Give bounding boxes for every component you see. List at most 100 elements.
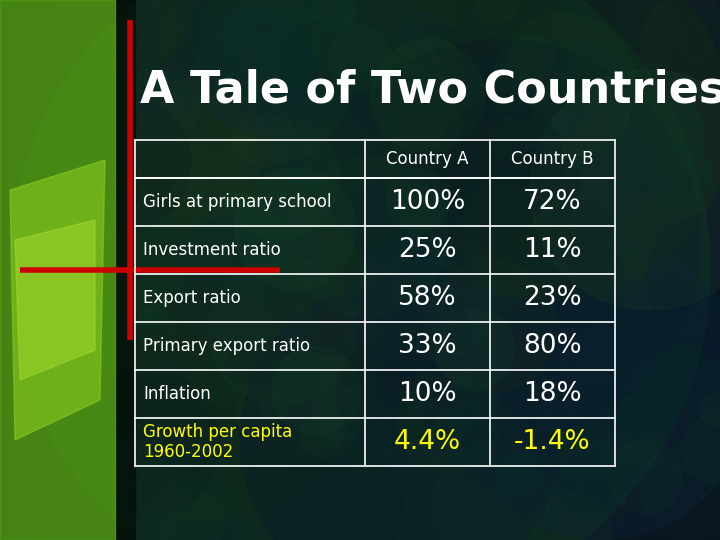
Text: 18%: 18% — [523, 381, 582, 407]
Text: Inflation: Inflation — [143, 385, 211, 403]
Circle shape — [282, 23, 405, 147]
Circle shape — [175, 200, 328, 353]
Circle shape — [347, 408, 429, 490]
Text: 100%: 100% — [390, 189, 465, 215]
Circle shape — [469, 43, 580, 155]
Circle shape — [301, 123, 374, 197]
Text: Girls at primary school: Girls at primary school — [143, 193, 331, 211]
Circle shape — [615, 276, 720, 391]
Circle shape — [133, 97, 259, 222]
Circle shape — [530, 70, 720, 310]
Text: 58%: 58% — [398, 285, 456, 311]
Circle shape — [347, 362, 377, 392]
Circle shape — [238, 437, 382, 540]
Circle shape — [172, 165, 211, 204]
Circle shape — [158, 488, 224, 540]
Polygon shape — [10, 160, 105, 440]
Circle shape — [603, 435, 635, 468]
Circle shape — [300, 414, 343, 457]
Circle shape — [104, 76, 191, 163]
Circle shape — [379, 295, 473, 388]
Circle shape — [328, 26, 392, 90]
Circle shape — [20, 160, 380, 520]
Circle shape — [624, 138, 675, 189]
Circle shape — [364, 309, 502, 447]
Circle shape — [259, 392, 289, 422]
Circle shape — [312, 388, 366, 441]
Circle shape — [135, 307, 175, 346]
Circle shape — [51, 197, 184, 330]
Circle shape — [444, 392, 500, 449]
Circle shape — [217, 116, 340, 238]
Circle shape — [268, 231, 392, 354]
Circle shape — [275, 352, 327, 403]
Circle shape — [432, 401, 534, 503]
Circle shape — [296, 406, 391, 500]
Circle shape — [140, 0, 460, 300]
Circle shape — [436, 310, 515, 389]
Circle shape — [492, 14, 636, 157]
Circle shape — [400, 139, 523, 262]
Circle shape — [546, 200, 616, 269]
Circle shape — [571, 291, 716, 436]
Circle shape — [250, 20, 307, 78]
Circle shape — [608, 441, 682, 514]
Polygon shape — [115, 0, 135, 540]
Circle shape — [379, 237, 499, 357]
Circle shape — [477, 0, 517, 23]
Circle shape — [618, 348, 720, 473]
Circle shape — [439, 113, 578, 252]
Circle shape — [311, 0, 356, 32]
Circle shape — [132, 76, 267, 211]
Circle shape — [243, 86, 382, 225]
Circle shape — [438, 286, 513, 360]
Circle shape — [531, 61, 629, 159]
Circle shape — [640, 0, 720, 98]
Circle shape — [300, 40, 700, 440]
Circle shape — [683, 8, 720, 66]
Circle shape — [555, 0, 676, 89]
Circle shape — [169, 164, 254, 249]
Circle shape — [86, 48, 133, 94]
Text: 11%: 11% — [523, 237, 582, 263]
Circle shape — [138, 444, 239, 540]
Circle shape — [407, 399, 441, 433]
Circle shape — [53, 93, 190, 231]
Circle shape — [143, 478, 242, 540]
Circle shape — [122, 357, 238, 474]
Text: 4.4%: 4.4% — [394, 429, 461, 455]
Circle shape — [234, 388, 284, 437]
Polygon shape — [15, 220, 95, 380]
Circle shape — [621, 93, 705, 178]
Text: Country A: Country A — [386, 150, 469, 168]
Circle shape — [700, 394, 720, 425]
Text: Export ratio: Export ratio — [143, 289, 240, 307]
Circle shape — [226, 345, 265, 384]
Circle shape — [371, 40, 484, 153]
Circle shape — [348, 234, 492, 377]
Circle shape — [546, 464, 625, 540]
Circle shape — [683, 412, 720, 485]
Circle shape — [535, 388, 627, 480]
Circle shape — [500, 453, 542, 495]
Circle shape — [10, 0, 710, 540]
Circle shape — [421, 298, 454, 330]
Circle shape — [433, 444, 550, 540]
Text: 23%: 23% — [523, 285, 582, 311]
Circle shape — [37, 434, 178, 540]
Circle shape — [186, 343, 248, 405]
Circle shape — [647, 0, 686, 30]
Circle shape — [280, 20, 370, 110]
Text: 25%: 25% — [398, 237, 456, 263]
Circle shape — [56, 0, 193, 75]
Circle shape — [397, 367, 502, 471]
Circle shape — [102, 303, 186, 387]
Circle shape — [192, 9, 312, 130]
Circle shape — [188, 194, 286, 292]
Circle shape — [179, 102, 252, 174]
Circle shape — [191, 59, 274, 142]
Circle shape — [436, 408, 467, 440]
Circle shape — [92, 466, 135, 509]
Circle shape — [647, 214, 720, 346]
Circle shape — [391, 35, 464, 107]
